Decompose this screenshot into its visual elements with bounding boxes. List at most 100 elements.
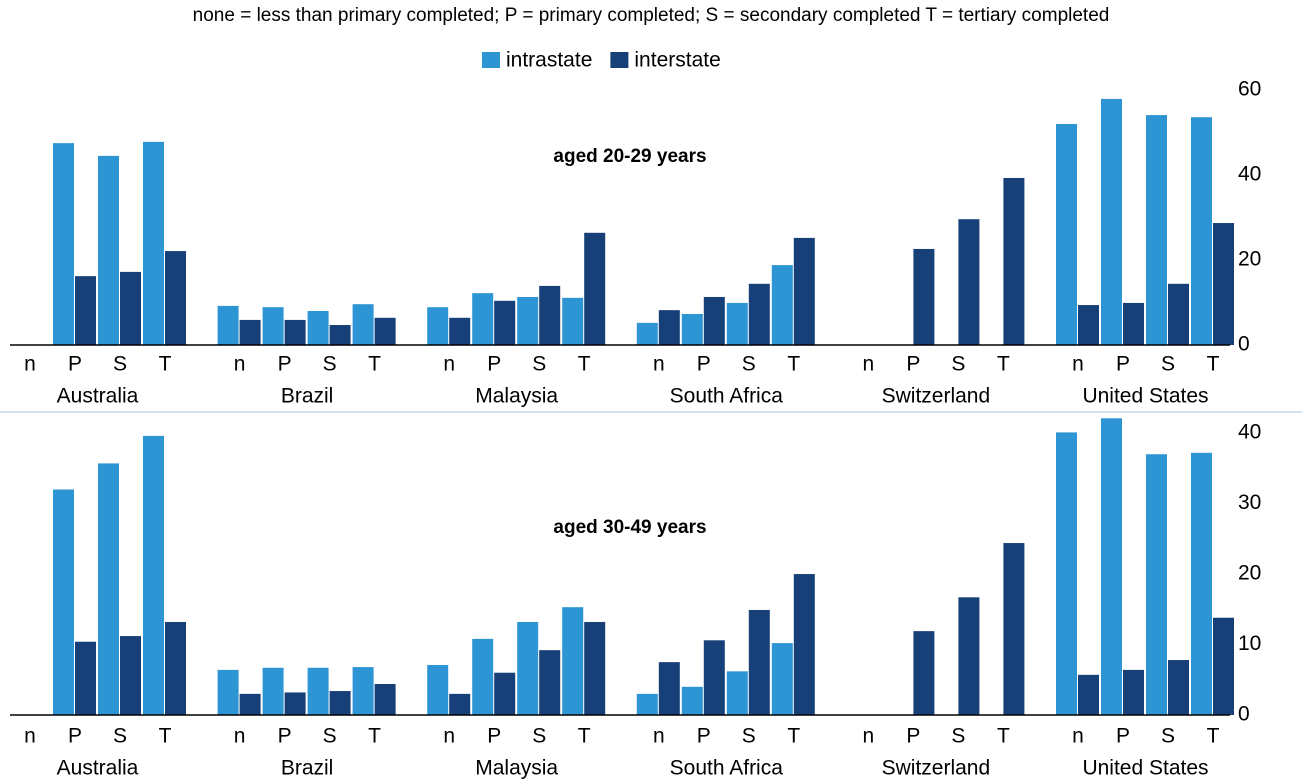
group-label: Switzerland: [882, 757, 991, 780]
bar: [703, 640, 725, 715]
x-tick-label: T: [578, 353, 591, 376]
bar: [726, 671, 748, 715]
bar: [374, 317, 396, 345]
bar: [748, 283, 770, 345]
x-tick-label: P: [1116, 353, 1130, 376]
bar: [1056, 124, 1077, 345]
x-tick-label: P: [697, 725, 711, 748]
bar: [165, 251, 186, 345]
bar: [1056, 432, 1077, 715]
bar: [329, 691, 351, 715]
bar: [165, 621, 186, 715]
x-tick-label: n: [234, 725, 246, 748]
bar: [517, 621, 539, 715]
group-label: South Africa: [670, 757, 784, 780]
x-tick-label: T: [1207, 725, 1220, 748]
bar: [658, 310, 680, 345]
bar: [307, 311, 329, 345]
bar: [53, 489, 74, 715]
legend-swatch: [610, 52, 629, 68]
bar: [494, 672, 516, 715]
bar: [1191, 452, 1212, 715]
bar: [374, 683, 396, 715]
legend-swatch: [482, 52, 500, 68]
bar: [1123, 669, 1144, 715]
x-tick-label: n: [1072, 725, 1084, 748]
bar: [1191, 117, 1212, 345]
x-tick-label: P: [1116, 725, 1130, 748]
bar: [958, 219, 980, 345]
panel-title: aged 30-49 years: [553, 517, 706, 538]
x-tick-label: S: [742, 725, 756, 748]
x-tick-label: T: [997, 353, 1010, 376]
x-tick-label: P: [68, 353, 82, 376]
bar: [726, 302, 748, 345]
x-tick-label: T: [159, 725, 172, 748]
x-tick-label: S: [532, 353, 546, 376]
bar: [958, 597, 980, 715]
group-label: Australia: [57, 757, 139, 780]
x-tick-label: T: [997, 725, 1010, 748]
x-tick-label: n: [234, 353, 246, 376]
bar: [793, 237, 815, 345]
bar: [143, 141, 164, 345]
group-label: Brazil: [281, 385, 334, 408]
y-tick-label: 30: [1238, 491, 1261, 514]
bar: [284, 692, 306, 715]
bar: [120, 636, 141, 715]
bar: [636, 322, 658, 345]
bar: [427, 307, 449, 345]
bar: [1146, 454, 1167, 715]
x-tick-label: n: [653, 725, 665, 748]
bar: [98, 463, 119, 715]
bar: [1078, 305, 1099, 345]
x-tick-label: S: [113, 353, 127, 376]
bar: [1168, 283, 1189, 345]
y-tick-label: 0: [1238, 333, 1250, 356]
x-tick-label: P: [68, 725, 82, 748]
bar: [584, 621, 606, 715]
bar: [427, 664, 449, 715]
x-tick-label: n: [443, 725, 455, 748]
group-label: Brazil: [281, 757, 334, 780]
bar: [75, 641, 96, 715]
x-tick-label: T: [368, 353, 381, 376]
y-tick-label: 20: [1238, 248, 1261, 271]
bar: [562, 607, 584, 715]
bar: [681, 686, 703, 715]
x-tick-label: S: [323, 725, 337, 748]
bar: [329, 325, 351, 345]
bar: [217, 305, 239, 345]
x-tick-label: P: [906, 725, 920, 748]
legend-label: interstate: [634, 49, 720, 72]
y-tick-label: 10: [1238, 632, 1261, 655]
bar: [1078, 674, 1099, 715]
x-tick-label: n: [863, 353, 875, 376]
y-tick-label: 0: [1238, 703, 1250, 726]
bar: [748, 609, 770, 715]
x-tick-label: T: [787, 353, 800, 376]
bar: [771, 265, 793, 345]
bar: [472, 638, 494, 715]
x-tick-label: S: [1161, 725, 1175, 748]
bar: [75, 276, 96, 345]
x-tick-label: P: [487, 725, 501, 748]
y-tick-label: 60: [1238, 78, 1261, 101]
bar: [539, 650, 561, 715]
bar: [239, 319, 261, 345]
x-tick-label: n: [1072, 353, 1084, 376]
group-label: Malaysia: [475, 757, 558, 780]
x-tick-label: T: [159, 353, 172, 376]
bar: [1003, 543, 1025, 715]
x-tick-label: P: [697, 353, 711, 376]
bar: [494, 300, 516, 345]
bar: [1146, 115, 1167, 345]
bar: [1101, 98, 1122, 345]
group-label: United States: [1082, 757, 1208, 780]
x-tick-label: S: [951, 353, 965, 376]
legend-label: intrastate: [506, 49, 592, 72]
group-label: Malaysia: [475, 385, 558, 408]
x-tick-label: T: [368, 725, 381, 748]
bar: [307, 667, 329, 715]
bar: [262, 307, 284, 345]
